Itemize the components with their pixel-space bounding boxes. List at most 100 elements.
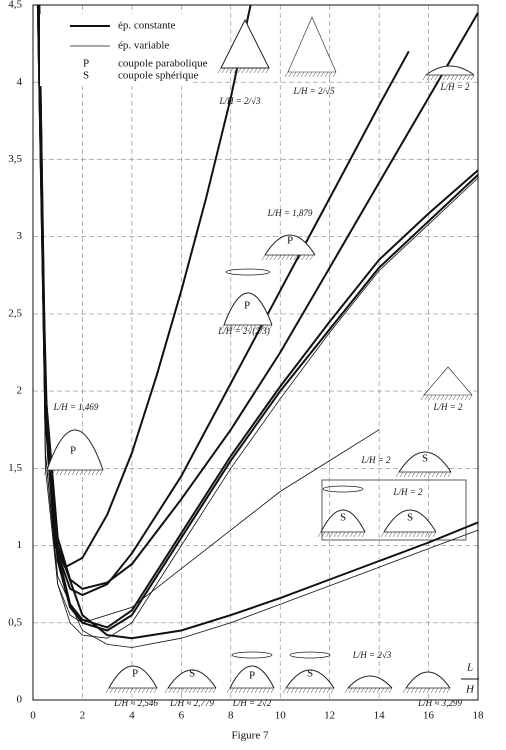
support-hatch [109, 687, 114, 694]
x-tick-label: 8 [228, 710, 234, 722]
ring-icon [289, 651, 331, 659]
support-hatch [285, 254, 290, 261]
support-hatch [439, 471, 444, 478]
support-hatch [192, 687, 197, 694]
support-hatch [352, 687, 357, 694]
curve [37, 4, 479, 648]
annotation: L/H = 2 [392, 487, 423, 497]
support-hatch [137, 687, 142, 694]
support-hatch [446, 74, 451, 81]
shell-icon [229, 665, 275, 689]
y-tick-label: 0,5 [8, 616, 22, 628]
support-hatch [466, 74, 471, 81]
x-axis-label: L [466, 662, 473, 674]
shell-icon [167, 669, 217, 689]
support-hatch [337, 531, 342, 538]
ring-icon [322, 485, 364, 493]
support-hatch [168, 687, 173, 694]
y-tick-label: 3,5 [8, 153, 22, 165]
support-hatch [59, 469, 64, 476]
support-hatch [408, 531, 413, 538]
support-hatch [458, 74, 463, 81]
support-hatch [316, 71, 321, 78]
support-hatch [426, 687, 431, 694]
support-hatch [420, 531, 425, 538]
support-hatch [125, 687, 130, 694]
support-hatch [266, 687, 271, 694]
support-hatch [368, 687, 373, 694]
support-hatch [325, 531, 330, 538]
support-hatch [438, 74, 443, 81]
support-hatch [208, 687, 213, 694]
legend-label: ép. variable [118, 40, 169, 52]
support-hatch [234, 687, 239, 694]
support-hatch [229, 67, 234, 74]
support-hatch [388, 687, 393, 694]
annotation: L/H = 2 [360, 455, 391, 465]
dome-letter: S [407, 512, 413, 524]
support-hatch [260, 324, 265, 331]
support-hatch [360, 687, 365, 694]
support-hatch [105, 687, 110, 694]
support-hatch [242, 687, 247, 694]
support-hatch [427, 471, 432, 478]
support-hatch [292, 71, 297, 78]
support-hatch [253, 67, 258, 74]
support-hatch [396, 531, 401, 538]
support-hatch [431, 471, 436, 478]
annotation: L/H = 2/√3 [218, 96, 261, 106]
support-hatch [302, 687, 307, 694]
support-hatch [454, 74, 459, 81]
key-symbol: S [83, 70, 89, 82]
support-hatch [301, 254, 306, 261]
curve [36, 4, 479, 629]
support-hatch [252, 324, 257, 331]
x-tick-label: 4 [129, 710, 135, 722]
support-hatch [468, 394, 473, 401]
y-tick-label: 1,5 [8, 462, 22, 474]
support-hatch [364, 687, 369, 694]
support-hatch [434, 74, 439, 81]
x-tick-label: 10 [275, 710, 287, 722]
y-tick-label: 4,5 [8, 0, 22, 11]
support-hatch [79, 469, 84, 476]
support-hatch [241, 67, 246, 74]
shell-icon [285, 669, 335, 689]
dome-letter: P [132, 668, 138, 680]
annotation: L/H = 1,879 [267, 208, 313, 218]
curve [38, 4, 479, 590]
shell-icon [108, 665, 158, 689]
support-hatch [419, 471, 424, 478]
support-hatch [309, 254, 314, 261]
support-hatch [414, 687, 419, 694]
support-hatch [345, 531, 350, 538]
support-hatch [384, 531, 389, 538]
support-hatch [430, 687, 435, 694]
support-hatch [450, 74, 455, 81]
support-hatch [410, 687, 415, 694]
support-hatch [314, 687, 319, 694]
support-hatch [395, 471, 400, 478]
support-hatch [145, 687, 150, 694]
support-hatch [344, 687, 349, 694]
annotation: L/H = 2√3 [352, 650, 392, 660]
support-hatch [418, 687, 423, 694]
annotation: L/H = 2 [432, 402, 463, 412]
support-hatch [237, 67, 242, 74]
support-hatch [330, 687, 335, 694]
support-hatch [333, 531, 338, 538]
support-hatch [284, 71, 289, 78]
support-hatch [141, 687, 146, 694]
support-hatch [47, 469, 52, 476]
support-hatch [320, 71, 325, 78]
support-hatch [326, 687, 331, 694]
support-hatch [348, 687, 353, 694]
support-hatch [432, 394, 437, 401]
support-hatch [304, 71, 309, 78]
shell-icon [320, 509, 366, 533]
support-hatch [204, 687, 209, 694]
support-hatch [317, 531, 322, 538]
support-hatch [95, 469, 100, 476]
support-hatch [402, 687, 407, 694]
support-hatch [349, 531, 354, 538]
